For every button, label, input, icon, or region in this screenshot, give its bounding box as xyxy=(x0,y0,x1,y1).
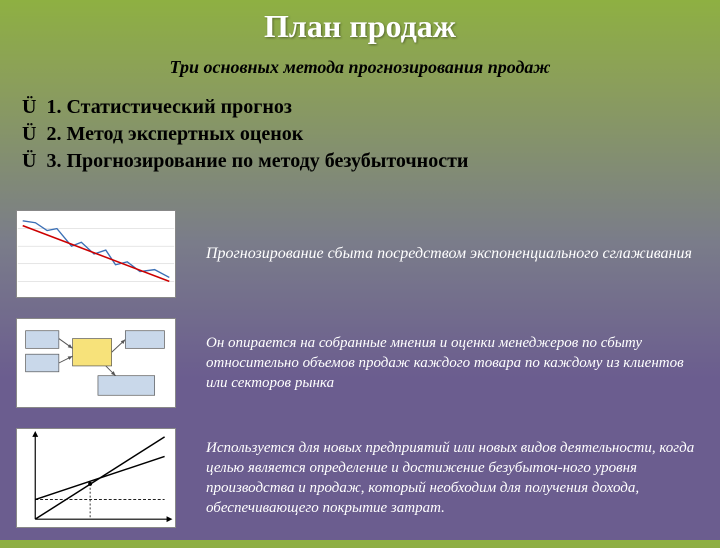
method-row: Он опирается на собранные мнения и оценк… xyxy=(0,318,720,408)
content-rows: Прогнозирование сбыта посредством экспон… xyxy=(0,210,720,548)
bullet-text: 1. Статистический прогноз xyxy=(46,96,291,119)
bullet-marker-icon: Ü xyxy=(22,123,36,146)
line-chart-icon xyxy=(17,211,175,297)
break-even-chart-icon xyxy=(17,429,175,527)
bullet-marker-icon: Ü xyxy=(22,150,36,173)
thumbnail-chart-2 xyxy=(16,318,176,408)
thumbnail-chart-1 xyxy=(16,210,176,298)
method-description: Используется для новых предприятий или н… xyxy=(206,438,720,519)
bullet-item: Ü 2. Метод экспертных оценок xyxy=(22,123,720,146)
thumbnail-chart-3 xyxy=(16,428,176,528)
method-row: Прогнозирование сбыта посредством экспон… xyxy=(0,210,720,298)
method-description: Он опирается на собранные мнения и оценк… xyxy=(206,333,720,394)
bullet-list: Ü 1. Статистический прогноз Ü 2. Метод э… xyxy=(22,96,720,173)
bullet-marker-icon: Ü xyxy=(22,96,36,119)
slide-subtitle: Три основных метода прогнозирования прод… xyxy=(0,57,720,78)
flowchart-icon xyxy=(17,319,175,407)
bullet-item: Ü 3. Прогнозирование по методу безубыточ… xyxy=(22,150,720,173)
method-description: Прогнозирование сбыта посредством экспон… xyxy=(206,243,712,265)
bullet-item: Ü 1. Статистический прогноз xyxy=(22,96,720,119)
slide-title: План продаж xyxy=(0,0,720,45)
bullet-text: 2. Метод экспертных оценок xyxy=(46,123,303,146)
bullet-text: 3. Прогнозирование по методу безубыточно… xyxy=(46,150,468,173)
method-row: Используется для новых предприятий или н… xyxy=(0,428,720,528)
